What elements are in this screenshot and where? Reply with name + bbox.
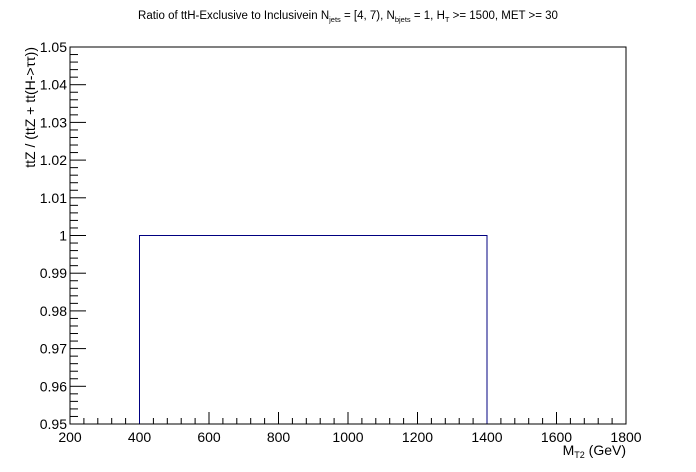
y-tick-label: 0.97: [40, 341, 67, 357]
y-tick-label: 1.03: [40, 114, 67, 130]
x-tick-label: 1800: [610, 429, 641, 445]
x-tick-label: 600: [197, 429, 221, 445]
y-tick-label: 1.05: [40, 39, 67, 55]
y-tick-label: 0.96: [40, 378, 67, 394]
x-tick-label: 1000: [332, 429, 363, 445]
x-tick-label: 200: [58, 429, 82, 445]
y-tick-label: 1.02: [40, 152, 67, 168]
x-tick-label: 1400: [471, 429, 502, 445]
x-tick-label: 800: [267, 429, 291, 445]
y-axis-label: ttZ / (ttZ + tt(H->ττ)): [22, 47, 38, 168]
y-tick-label: 0.95: [40, 416, 67, 432]
x-axis-label: MT2 (GeV): [562, 442, 626, 460]
y-tick-label: 1.04: [40, 77, 67, 93]
histogram-bin: [139, 235, 488, 424]
chart-title: Ratio of ttH-Exclusive to Inclusivein Nj…: [138, 10, 558, 24]
y-tick-label: 1.01: [40, 190, 67, 206]
plot-frame: [69, 46, 627, 425]
y-tick-label: 0.99: [40, 265, 67, 281]
x-tick-label: 400: [128, 429, 152, 445]
y-tick-label: 0.98: [40, 303, 67, 319]
x-tick-label: 1600: [541, 429, 572, 445]
y-tick-label: 1: [59, 228, 67, 244]
x-tick-label: 1200: [402, 429, 433, 445]
